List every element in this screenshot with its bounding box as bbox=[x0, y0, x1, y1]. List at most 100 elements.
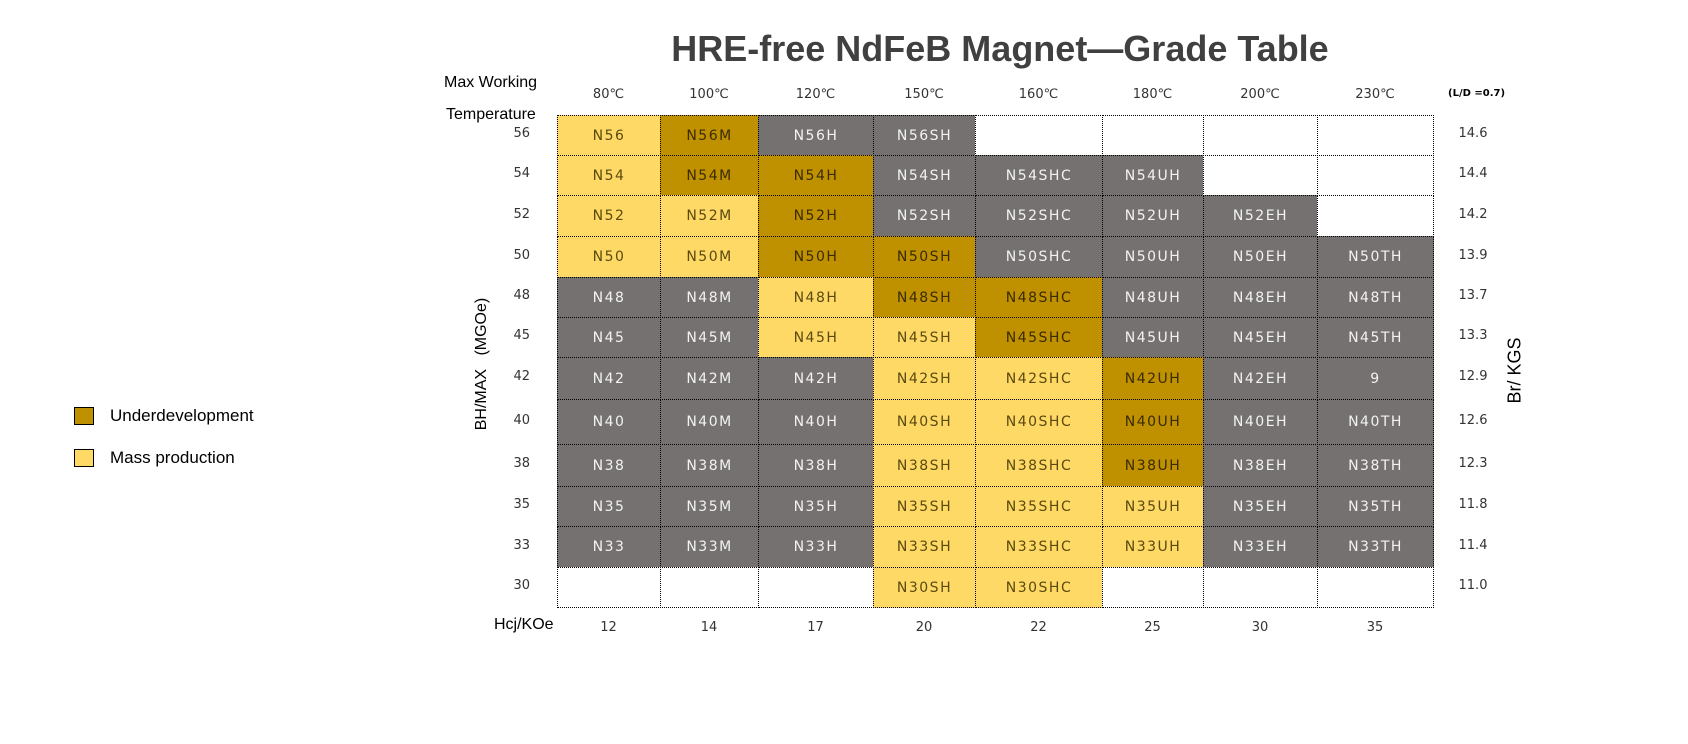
grade-cell: N45M bbox=[660, 317, 759, 358]
br-tick: 14.6 bbox=[1458, 126, 1488, 141]
grade-label: N35EH bbox=[1232, 498, 1289, 515]
legend-swatch bbox=[74, 407, 94, 425]
grade-label: N52SHC bbox=[1005, 208, 1073, 224]
legend: Underdevelopment Mass production bbox=[74, 406, 254, 468]
grade-cell: N42M bbox=[660, 357, 759, 400]
grade-cell: N33UH bbox=[1102, 526, 1204, 568]
grade-label: N42SHC bbox=[1005, 370, 1073, 387]
legend-item-underdevelopment: Underdevelopment bbox=[74, 406, 254, 426]
grade-cell: N45EH bbox=[1203, 317, 1318, 358]
grade-cell: N50EH bbox=[1203, 236, 1318, 278]
grade-label: N54UH bbox=[1124, 167, 1182, 184]
grade-cell: N40EH bbox=[1203, 399, 1318, 445]
grade-cell: N54SH bbox=[873, 155, 976, 196]
grade-cell: N42UH bbox=[1102, 357, 1204, 400]
grade-cell bbox=[1102, 567, 1204, 608]
grade-label: N42UH bbox=[1124, 370, 1182, 387]
grade-cell: N45UH bbox=[1102, 317, 1204, 358]
chart-title: HRE-free NdFeB Magnet—Grade Table bbox=[671, 28, 1329, 69]
bhmax-tick: 30 bbox=[513, 578, 530, 593]
grade-cell: N52 bbox=[557, 195, 661, 237]
temperature-label-line1: Max Working bbox=[444, 74, 538, 91]
grade-cell: N35 bbox=[557, 486, 661, 527]
grade-cell: N40SHC bbox=[975, 399, 1103, 445]
grade-cell bbox=[975, 115, 1103, 156]
grade-label: N48M bbox=[686, 289, 733, 306]
hcj-tick: 20 bbox=[915, 620, 933, 635]
grade-label: N52H bbox=[793, 208, 839, 224]
grade-cell bbox=[660, 567, 759, 608]
legend-swatch bbox=[74, 449, 94, 467]
grade-cell: N56M bbox=[660, 115, 759, 156]
grade-cell: N38SH bbox=[873, 444, 976, 487]
grade-label: N40 bbox=[592, 414, 626, 430]
grade-cell: N38M bbox=[660, 444, 759, 487]
bhmax-tick: 50 bbox=[513, 247, 530, 263]
temperature-tick: 160℃ bbox=[1018, 87, 1059, 102]
grade-label: N30SH bbox=[896, 579, 953, 596]
grade-label: N45H bbox=[793, 329, 839, 346]
grade-cell: N52M bbox=[660, 195, 759, 237]
grade-cell: N38H bbox=[758, 444, 874, 487]
grade-label: N50H bbox=[793, 249, 839, 265]
grade-cell: N42 bbox=[557, 357, 661, 400]
temperature-tick: 230℃ bbox=[1355, 87, 1395, 102]
grade-label: N33SHC bbox=[1005, 539, 1073, 555]
grade-cell: N56SH bbox=[873, 115, 976, 156]
grade-cell: N35H bbox=[758, 486, 874, 527]
br-tick: 12.9 bbox=[1458, 369, 1488, 384]
br-tick: 13.9 bbox=[1458, 247, 1488, 263]
grade-cell bbox=[1317, 115, 1434, 156]
grade-cell bbox=[1317, 567, 1434, 608]
grade-cell: N56 bbox=[557, 115, 661, 156]
hcj-tick: 30 bbox=[1251, 620, 1269, 635]
grade-label: N33UH bbox=[1124, 539, 1182, 555]
bhmax-axis-label: BH/MAX (MGOe) bbox=[473, 297, 490, 431]
grade-label: N45EH bbox=[1232, 329, 1289, 346]
grade-label: N42EH bbox=[1232, 370, 1289, 387]
grade-label: N52 bbox=[592, 208, 626, 224]
hcj-tick: 14 bbox=[700, 620, 718, 635]
grade-label: N38 bbox=[592, 457, 626, 474]
grade-cell: N48M bbox=[660, 277, 759, 318]
bhmax-tick: 38 bbox=[513, 456, 530, 471]
grade-label: N38TH bbox=[1348, 457, 1403, 474]
grade-cell: N35EH bbox=[1203, 486, 1318, 527]
grade-cell bbox=[1102, 115, 1204, 156]
grade-cell: N48SHC bbox=[975, 277, 1103, 318]
grade-cell: N50 bbox=[557, 236, 661, 278]
grade-cell: N52SHC bbox=[975, 195, 1103, 237]
grade-label: N40SHC bbox=[1005, 414, 1073, 430]
grade-cell: N40TH bbox=[1317, 399, 1434, 445]
hcj-tick: 22 bbox=[1030, 620, 1047, 635]
grade-cell: N33M bbox=[660, 526, 759, 568]
grade-label: N52UH bbox=[1124, 208, 1182, 224]
grade-label: N48SH bbox=[896, 289, 953, 306]
grade-label: N42 bbox=[592, 370, 626, 387]
grade-label: N45 bbox=[592, 329, 626, 346]
bhmax-tick: 56 bbox=[513, 126, 530, 141]
grade-cell: N42H bbox=[758, 357, 874, 400]
grade-cell: 9 bbox=[1317, 357, 1434, 400]
bhmax-tick: 33 bbox=[513, 537, 530, 553]
grade-label: N50M bbox=[686, 249, 733, 265]
grade-label: N54 bbox=[592, 167, 626, 184]
grade-cell: N48H bbox=[758, 277, 874, 318]
legend-label: Underdevelopment bbox=[110, 406, 254, 425]
bhmax-tick: 40 bbox=[513, 412, 530, 428]
legend-label: Mass production bbox=[110, 448, 235, 467]
grade-label: N54H bbox=[793, 167, 839, 184]
grade-label: N50SH bbox=[896, 249, 953, 265]
hcj-tick: 17 bbox=[807, 620, 824, 635]
grade-label: N40SH bbox=[896, 414, 953, 430]
ld-note: (L/D =0.7) bbox=[1448, 88, 1506, 99]
grade-cell: N45 bbox=[557, 317, 661, 358]
grade-cell: N54 bbox=[557, 155, 661, 196]
grade-cell: N54SHC bbox=[975, 155, 1103, 196]
grade-cell: N33SH bbox=[873, 526, 976, 568]
bhmax-tick: 52 bbox=[513, 206, 530, 222]
grade-cell bbox=[1203, 567, 1318, 608]
grade-cell bbox=[1203, 155, 1318, 196]
grade-cell: N35UH bbox=[1102, 486, 1204, 527]
grade-label: N54SH bbox=[896, 167, 953, 184]
